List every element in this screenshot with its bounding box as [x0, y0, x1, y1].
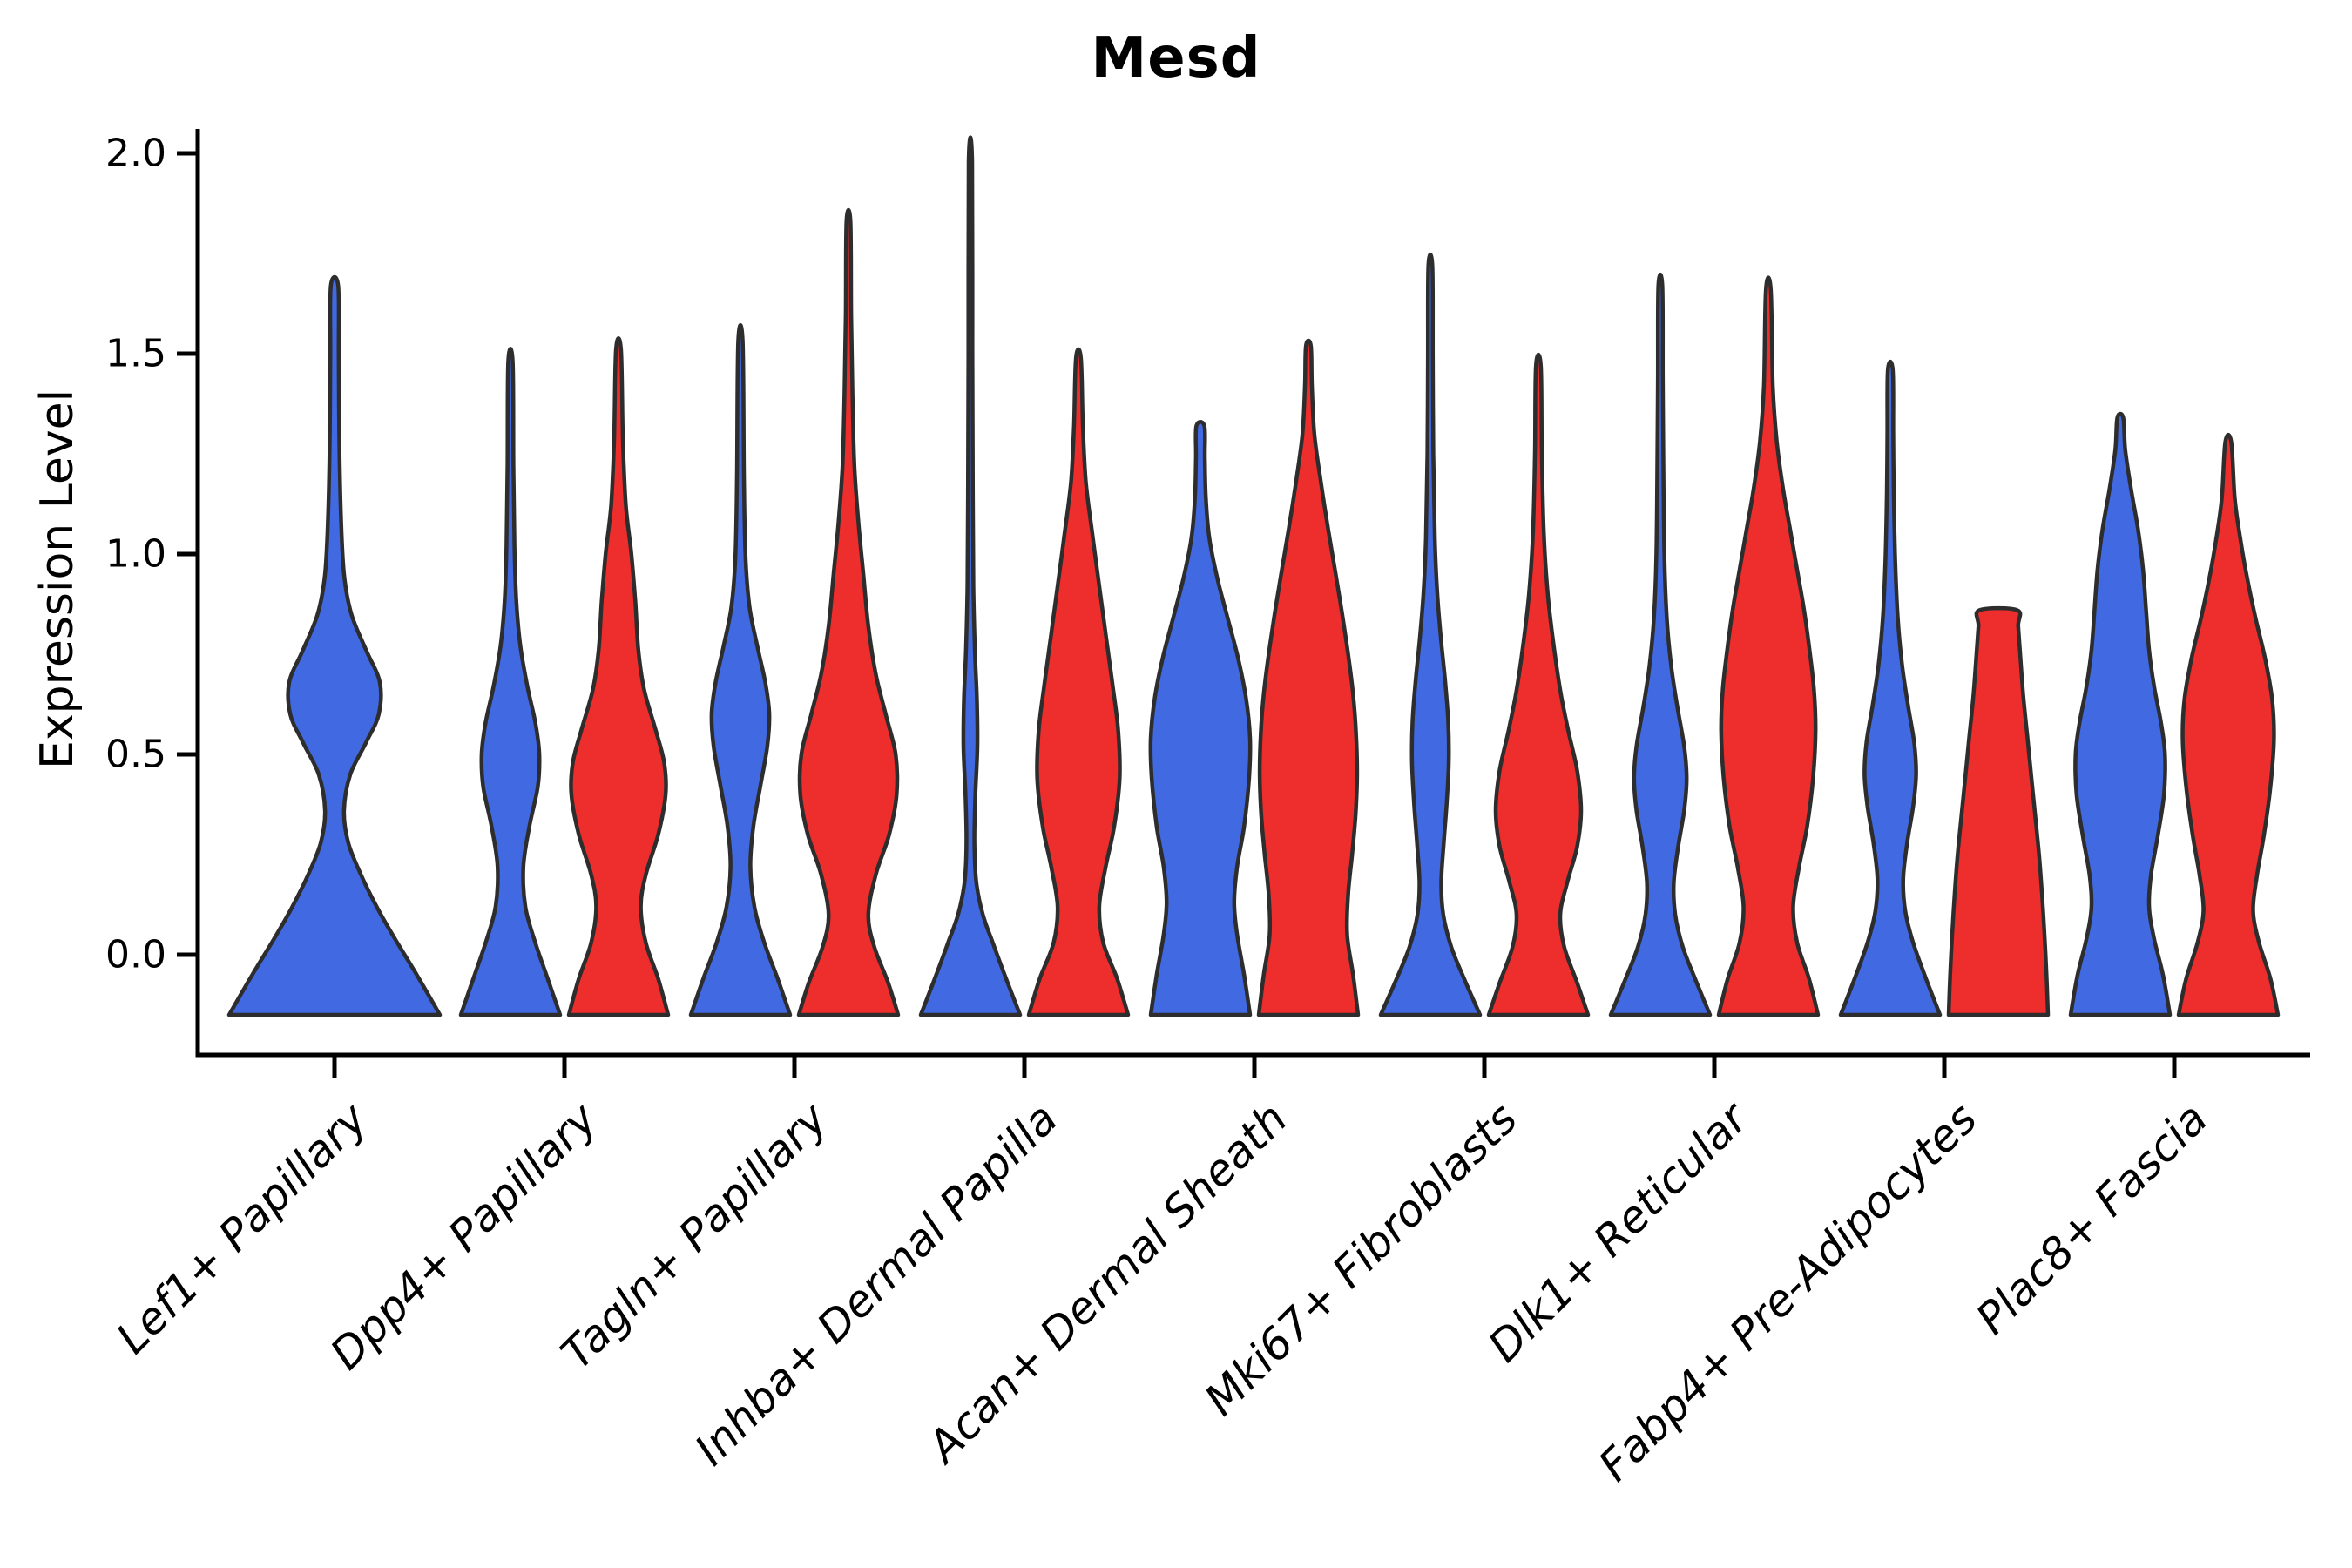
violin-dpp4-papillary-blue: [458, 347, 563, 1017]
y-axis-label: Expression Level: [31, 389, 84, 770]
y-tick-label: 1.0: [105, 531, 166, 577]
violin-dpp4-papillary-red: [566, 335, 671, 1017]
violin-mki67-fibroblasts-red: [1486, 352, 1591, 1017]
y-tick-label: 0.0: [105, 932, 166, 977]
y-tick-label: 1.5: [105, 331, 166, 376]
violin-plac8-fascia-red: [2176, 432, 2281, 1017]
violin-inhba-dermal-papilla-red: [1026, 347, 1131, 1017]
violin-acan-dermal-sheath-red: [1256, 338, 1361, 1017]
violin-tagln-papillary-blue: [688, 322, 793, 1017]
violin-fabp4-pre-adipocytes-blue: [1838, 359, 1943, 1017]
violin-fabp4-pre-adipocytes-red: [1946, 605, 2051, 1017]
y-tick-label: 2.0: [105, 131, 166, 176]
y-tick-label: 0.5: [105, 732, 166, 777]
violin-dlk1-reticular-red: [1716, 275, 1821, 1017]
violin-mki67-fibroblasts-blue: [1378, 252, 1483, 1017]
violin-inhba-dermal-papilla-blue: [918, 135, 1023, 1017]
violin-dlk1-reticular-blue: [1608, 272, 1713, 1017]
violin-plac8-fascia-blue: [2068, 411, 2173, 1017]
violin-tagln-papillary-red: [796, 207, 901, 1017]
violin-lef1-papillary-blue: [226, 274, 443, 1017]
chart-title: Mesd: [1091, 26, 1261, 91]
violin-acan-dermal-sheath-blue: [1148, 420, 1253, 1017]
